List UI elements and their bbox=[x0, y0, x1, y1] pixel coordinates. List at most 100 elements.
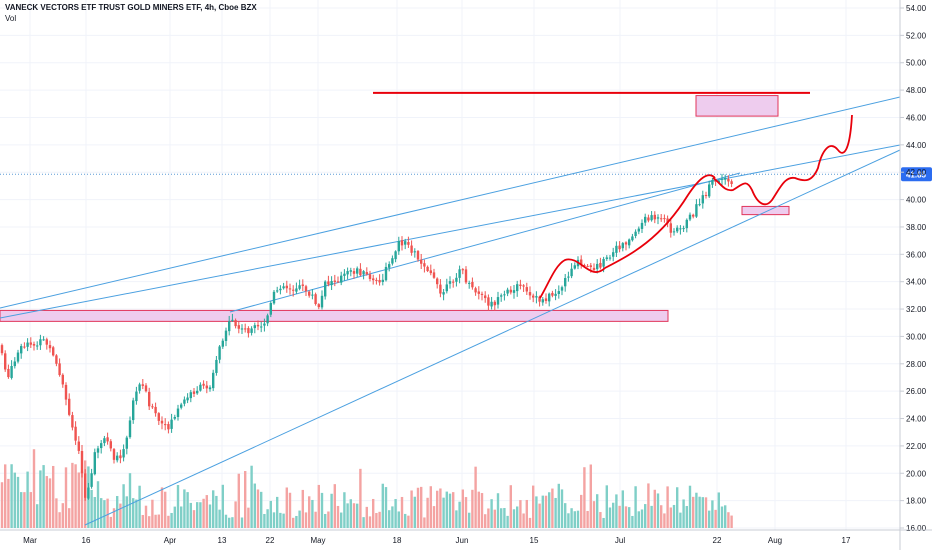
candle-body bbox=[359, 268, 362, 276]
candle-body bbox=[352, 271, 356, 274]
candle-body bbox=[330, 281, 333, 286]
volume-bar bbox=[717, 492, 720, 528]
y-tick-label: 38.00 bbox=[906, 223, 927, 232]
price-axis[interactable]: 16.00 18.00 20.00 22.00 24.00 26.00 28.00 30.00… bbox=[899, 0, 927, 550]
volume-bar bbox=[730, 515, 733, 528]
volume-bar bbox=[548, 492, 551, 528]
volume-bar bbox=[36, 504, 39, 528]
candle-body bbox=[45, 339, 48, 345]
candle-body bbox=[324, 281, 327, 297]
candle-body bbox=[212, 372, 215, 389]
volume-bar bbox=[39, 470, 42, 528]
volume-bar bbox=[388, 510, 391, 528]
volume-bar bbox=[404, 513, 407, 528]
volume-bar bbox=[589, 464, 592, 528]
volume-bar bbox=[525, 499, 528, 528]
volume-bar bbox=[708, 510, 711, 528]
volume-bar bbox=[183, 489, 186, 528]
candle-body bbox=[410, 245, 413, 253]
candle-body bbox=[676, 227, 679, 232]
candle-body bbox=[23, 346, 26, 348]
candle-body bbox=[356, 268, 359, 274]
trendline[interactable] bbox=[0, 144, 901, 319]
candle-body bbox=[93, 452, 96, 475]
volume-bar bbox=[26, 471, 29, 528]
volume-bar bbox=[0, 482, 4, 528]
highlight-zone[interactable] bbox=[0, 309, 669, 322]
candle-body bbox=[452, 281, 455, 283]
candle-body bbox=[272, 291, 276, 304]
volume-bar bbox=[272, 512, 276, 528]
candle-body bbox=[80, 451, 84, 474]
candle-body bbox=[106, 437, 109, 442]
candle-body bbox=[32, 343, 36, 346]
volume-bar bbox=[256, 489, 260, 528]
candle-body bbox=[208, 387, 212, 390]
candle-body bbox=[391, 258, 394, 264]
candle-body bbox=[660, 218, 663, 220]
current-price-badge bbox=[901, 167, 932, 182]
candle-body bbox=[132, 400, 135, 421]
candle-body bbox=[631, 236, 634, 241]
volume-bar bbox=[151, 499, 154, 528]
x-tick-label: Jun bbox=[456, 536, 469, 545]
candle-body bbox=[327, 281, 330, 285]
volume-bar bbox=[176, 484, 180, 528]
drawings[interactable] bbox=[373, 91, 853, 299]
candle-body bbox=[506, 289, 509, 294]
highlight-zone[interactable] bbox=[741, 205, 790, 216]
trendline[interactable] bbox=[84, 149, 901, 526]
volume-bar bbox=[208, 504, 212, 528]
volume-bar bbox=[212, 490, 215, 528]
y-tick-label: 20.00 bbox=[906, 469, 927, 478]
candle-body bbox=[522, 285, 525, 287]
highlight-zone[interactable] bbox=[695, 95, 779, 117]
candle-body bbox=[612, 252, 615, 257]
volume-bar bbox=[269, 500, 272, 528]
y-tick-label: 48.00 bbox=[906, 86, 927, 95]
candle-body bbox=[154, 406, 157, 414]
projection-curve-past bbox=[539, 174, 716, 299]
volume-bar bbox=[445, 491, 448, 528]
volume-label[interactable]: Vol bbox=[5, 14, 17, 23]
candle-body bbox=[509, 289, 512, 293]
trendline[interactable] bbox=[0, 96, 901, 309]
volume-bar bbox=[634, 486, 637, 528]
candle-body bbox=[698, 204, 701, 206]
zones[interactable] bbox=[0, 95, 790, 322]
volume-bar bbox=[52, 465, 55, 528]
candle-body bbox=[378, 279, 381, 283]
candle-body bbox=[688, 214, 692, 220]
volume-bar bbox=[554, 497, 557, 528]
candle-body bbox=[138, 384, 141, 391]
volume-bar bbox=[205, 495, 208, 528]
volume-bar bbox=[400, 496, 404, 528]
time-axis[interactable]: Mar 16 Apr 13 22 May 18 Jun 15 Jul 22 Aug 17 bbox=[0, 529, 932, 545]
volume-bar bbox=[180, 506, 183, 528]
candle-body bbox=[183, 399, 186, 404]
volume-bar bbox=[637, 511, 640, 528]
volume-bar bbox=[592, 501, 596, 528]
candle-body bbox=[39, 339, 42, 346]
volume-bar bbox=[74, 464, 77, 528]
projection-curve-future bbox=[712, 114, 853, 206]
candle-body bbox=[516, 284, 519, 292]
candle-body bbox=[618, 245, 621, 250]
volume-bar bbox=[106, 498, 109, 528]
candle-body bbox=[602, 258, 605, 267]
candle-body bbox=[644, 216, 647, 223]
candle-body bbox=[695, 204, 698, 217]
volume-bar bbox=[580, 494, 583, 528]
volume-bar bbox=[448, 493, 452, 528]
volume-bar bbox=[132, 498, 135, 528]
candle-body bbox=[48, 345, 52, 349]
trendline[interactable] bbox=[229, 172, 741, 313]
candle-body bbox=[141, 384, 144, 386]
candle-body bbox=[180, 404, 183, 408]
volume-bar bbox=[170, 512, 173, 528]
volume-bar bbox=[666, 486, 669, 528]
candle-body bbox=[266, 315, 269, 324]
volume-bar bbox=[372, 498, 375, 528]
candle-body bbox=[151, 406, 154, 408]
